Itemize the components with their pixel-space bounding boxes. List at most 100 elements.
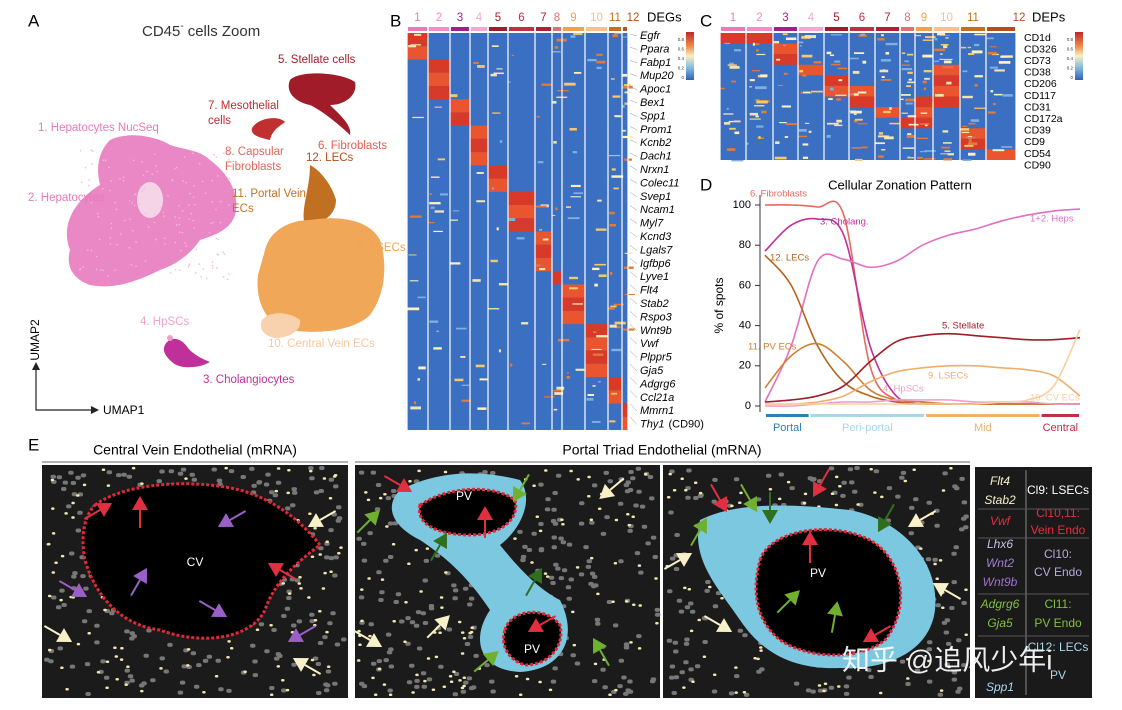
- arrow-head: [477, 506, 493, 520]
- protein-label: CD54: [1024, 148, 1051, 160]
- axis-label: UMAP2: [28, 319, 42, 361]
- heatmap-c-cell: [727, 64, 737, 66]
- heatmap-c-cell: [881, 34, 884, 37]
- umap-dot: [122, 176, 125, 179]
- arrow-head: [593, 637, 607, 654]
- heatmap-b-cell: [575, 368, 585, 371]
- heatmap-b-cell: [433, 230, 443, 233]
- gene: Colec11: [640, 177, 680, 189]
- umap-dot: [90, 249, 93, 252]
- umap-dot: [87, 249, 89, 251]
- cluster-bar: [901, 27, 914, 31]
- heatmap-c-cell: [881, 149, 886, 151]
- umap-dot: [211, 267, 214, 269]
- arrow-shaft: [884, 503, 895, 521]
- umap-dot: [154, 238, 157, 241]
- gene-tick: [629, 218, 638, 224]
- series-line: [764, 332, 1081, 403]
- heatmap-c-cell: [973, 43, 980, 47]
- arrow-shaft: [130, 579, 141, 597]
- heatmap-b-cell: [439, 193, 448, 196]
- umap-dot: [169, 272, 172, 274]
- heatmap-c-cell: [961, 131, 970, 134]
- heatmap-c-cell: [834, 124, 843, 127]
- gene-tick: [629, 271, 638, 278]
- arrow-head: [56, 628, 73, 642]
- umap-dot: [98, 238, 101, 241]
- arrow-head: [827, 601, 843, 617]
- heatmap-b-cell: [585, 337, 608, 351]
- heatmap-b-cell: [454, 378, 464, 382]
- arrow-head: [527, 618, 544, 632]
- colorbar-label: 0.2: [1067, 66, 1074, 71]
- heatmap-c-cell: [757, 137, 764, 140]
- gene: Plppr5: [640, 352, 673, 364]
- colorbar-label: 0: [1070, 75, 1073, 80]
- heatmap-c-cell: [934, 60, 939, 63]
- heatmap-b-cell: [569, 276, 579, 280]
- umap-dot: [211, 179, 214, 182]
- heatmap-b-cell: [611, 168, 616, 171]
- series-label: 6. Fibroblasts: [750, 189, 807, 200]
- arrow-shaft: [353, 630, 371, 641]
- cluster-bar: [916, 27, 932, 31]
- umap-dot: [134, 193, 136, 196]
- cluster-label: Fibroblasts: [225, 161, 281, 173]
- umap-dot: [193, 227, 196, 229]
- heatmap-c-cell: [940, 153, 951, 155]
- gene-tick: [629, 73, 638, 77]
- legend-label: Cl9: LSECs: [1027, 483, 1089, 497]
- heatmap-b-cell: [508, 205, 535, 219]
- umap-dot: [212, 221, 214, 224]
- heatmap-c-cell: [924, 36, 936, 39]
- heatmap-b-cell: [450, 219, 458, 221]
- heatmap-c-cell: [933, 96, 960, 108]
- umap-dot: [211, 264, 214, 267]
- arrow-head: [762, 510, 778, 524]
- gene-tick: [629, 231, 638, 238]
- heatmap-b-cell: [410, 406, 421, 410]
- gene: Mmrn1: [640, 405, 674, 417]
- cluster-number: 2: [756, 12, 762, 24]
- umap-dot: [215, 237, 218, 240]
- heatmap-c-cell: [726, 107, 729, 110]
- heatmap-c-cell: [990, 90, 994, 93]
- blob-mesothelial: [251, 118, 285, 140]
- arrow: [132, 496, 148, 528]
- heatmap-b-cell: [587, 393, 595, 396]
- cluster-bar: [934, 27, 959, 31]
- heatmap-b-cell: [594, 283, 598, 287]
- arrow-head: [878, 516, 892, 533]
- arrow-head: [599, 483, 616, 499]
- heatmap-c-cell: [987, 51, 997, 55]
- heatmap-c-cell: [986, 149, 1016, 160]
- heatmap-c-cell: [988, 111, 996, 114]
- cluster-label: 10. Central Vein ECs: [268, 338, 375, 350]
- heatmap-b-cell: [499, 140, 503, 143]
- umap-dot: [114, 269, 116, 271]
- cluster-label: 3. Cholangiocytes: [203, 374, 295, 386]
- cluster-number: 12: [627, 12, 640, 24]
- gene-tick: [629, 99, 638, 104]
- umap-dot: [115, 208, 118, 211]
- colorbar-label: 0.4: [678, 56, 685, 61]
- umap-dot: [178, 217, 181, 219]
- gene: Prom1: [640, 124, 672, 136]
- heatmap-b-cell: [592, 385, 596, 387]
- gene-tick: [629, 165, 638, 171]
- heatmap-b-cell: [538, 229, 543, 231]
- arrow: [267, 563, 297, 580]
- heatmap-c-cell: [758, 136, 761, 139]
- heatmap-c-cell: [901, 52, 906, 55]
- legend-label: Vein Endo: [1031, 523, 1086, 537]
- heatmap-b-cell: [539, 268, 546, 271]
- umap-dot: [153, 153, 156, 156]
- cluster-label: 6. Fibroblasts: [318, 140, 387, 152]
- heatmap-b-cell: [535, 205, 547, 208]
- heatmap-b-cell: [491, 45, 499, 48]
- colorbar-label: 0.6: [678, 47, 685, 52]
- arrow-shaft: [519, 473, 530, 491]
- cluster-bar: [586, 27, 607, 31]
- heatmap-c-cell: [968, 142, 978, 146]
- protein-label: CD206: [1024, 78, 1057, 90]
